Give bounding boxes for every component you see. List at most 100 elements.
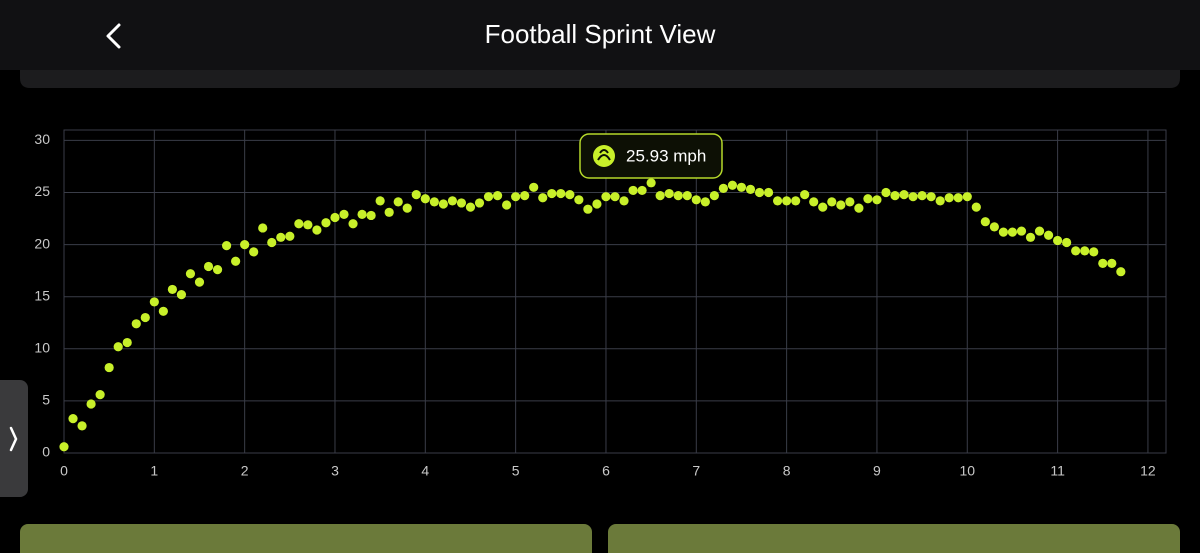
data-point	[646, 178, 656, 188]
data-point	[628, 185, 638, 196]
y-tick-label: 20	[34, 235, 50, 251]
data-point	[763, 187, 774, 198]
stat-card[interactable]	[608, 524, 1180, 553]
data-point	[1053, 235, 1063, 246]
data-point	[637, 185, 647, 196]
data-point	[140, 312, 150, 323]
data-point	[1034, 226, 1045, 236]
page-title: Football Sprint View	[485, 19, 716, 49]
data-point	[818, 202, 828, 212]
data-point	[465, 202, 476, 212]
data-point	[899, 190, 909, 200]
data-point	[547, 188, 557, 199]
data-point	[176, 290, 187, 300]
data-point	[953, 193, 963, 203]
data-point	[104, 362, 114, 373]
data-point	[718, 183, 728, 193]
data-point	[1043, 230, 1054, 240]
data-point	[411, 190, 421, 200]
data-point	[357, 209, 367, 219]
data-point	[890, 191, 900, 201]
data-point	[610, 192, 620, 202]
data-point	[59, 442, 69, 452]
data-point	[113, 342, 123, 352]
data-point	[1071, 246, 1081, 256]
x-tick-label: 7	[692, 463, 700, 479]
stat-card[interactable]	[20, 524, 592, 553]
data-point	[655, 191, 665, 201]
data-point	[881, 187, 891, 198]
data-point	[294, 219, 304, 229]
data-point	[95, 390, 105, 400]
back-button[interactable]	[106, 23, 121, 49]
tooltip: 25.93 mph	[579, 133, 723, 179]
data-point	[492, 191, 503, 201]
data-point	[267, 237, 277, 248]
data-point	[429, 197, 439, 207]
x-tick-label: 8	[783, 463, 791, 479]
data-point	[474, 198, 485, 208]
data-point	[827, 197, 837, 207]
data-point	[727, 180, 738, 190]
data-point	[384, 207, 394, 217]
data-point	[131, 319, 141, 329]
side-tab[interactable]	[0, 380, 28, 497]
data-point	[619, 196, 629, 206]
data-point	[809, 197, 819, 207]
data-point	[944, 193, 954, 203]
x-tick-label: 5	[512, 463, 520, 479]
data-point	[917, 191, 927, 201]
data-point	[330, 212, 340, 223]
data-point	[348, 219, 358, 229]
x-tick-label: 2	[241, 463, 249, 479]
data-point	[800, 190, 810, 200]
data-point	[556, 188, 566, 199]
data-point	[1025, 232, 1036, 242]
data-point	[502, 200, 512, 210]
data-point	[998, 227, 1009, 237]
data-point	[926, 192, 936, 202]
tooltip-box	[579, 133, 723, 179]
data-point	[989, 222, 999, 232]
data-point	[601, 192, 611, 202]
tooltip-icon-glyph	[597, 149, 611, 161]
data-point	[908, 192, 918, 202]
data-point	[402, 203, 412, 213]
data-point	[456, 198, 467, 208]
data-point	[185, 269, 196, 279]
data-point	[249, 247, 259, 257]
data-point	[592, 199, 602, 209]
data-point	[520, 191, 530, 201]
data-point	[511, 192, 521, 202]
data-point	[68, 414, 78, 424]
data-point	[393, 197, 403, 207]
data-point	[167, 284, 177, 295]
data-point	[86, 399, 96, 409]
data-point	[863, 194, 873, 204]
x-tick-label: 10	[959, 463, 975, 479]
data-point	[221, 241, 232, 251]
y-tick-label: 10	[34, 340, 50, 356]
data-point	[149, 297, 159, 307]
data-point	[980, 217, 990, 227]
data-point	[1007, 227, 1018, 237]
y-tick-label: 5	[42, 392, 50, 408]
data-point	[754, 187, 765, 198]
data-point	[1062, 237, 1072, 248]
data-point	[276, 232, 286, 242]
data-point	[854, 203, 864, 213]
data-point	[736, 182, 747, 192]
y-tick-label: 30	[34, 131, 50, 147]
data-point	[836, 200, 846, 210]
data-point	[845, 197, 855, 207]
data-point	[700, 197, 710, 207]
x-tick-label: 9	[873, 463, 881, 479]
y-tick-label: 0	[42, 444, 50, 460]
data-point	[339, 209, 349, 219]
data-point	[203, 261, 214, 272]
y-tick-label: 15	[34, 287, 50, 303]
data-point	[483, 192, 494, 202]
data-point	[1098, 258, 1108, 268]
